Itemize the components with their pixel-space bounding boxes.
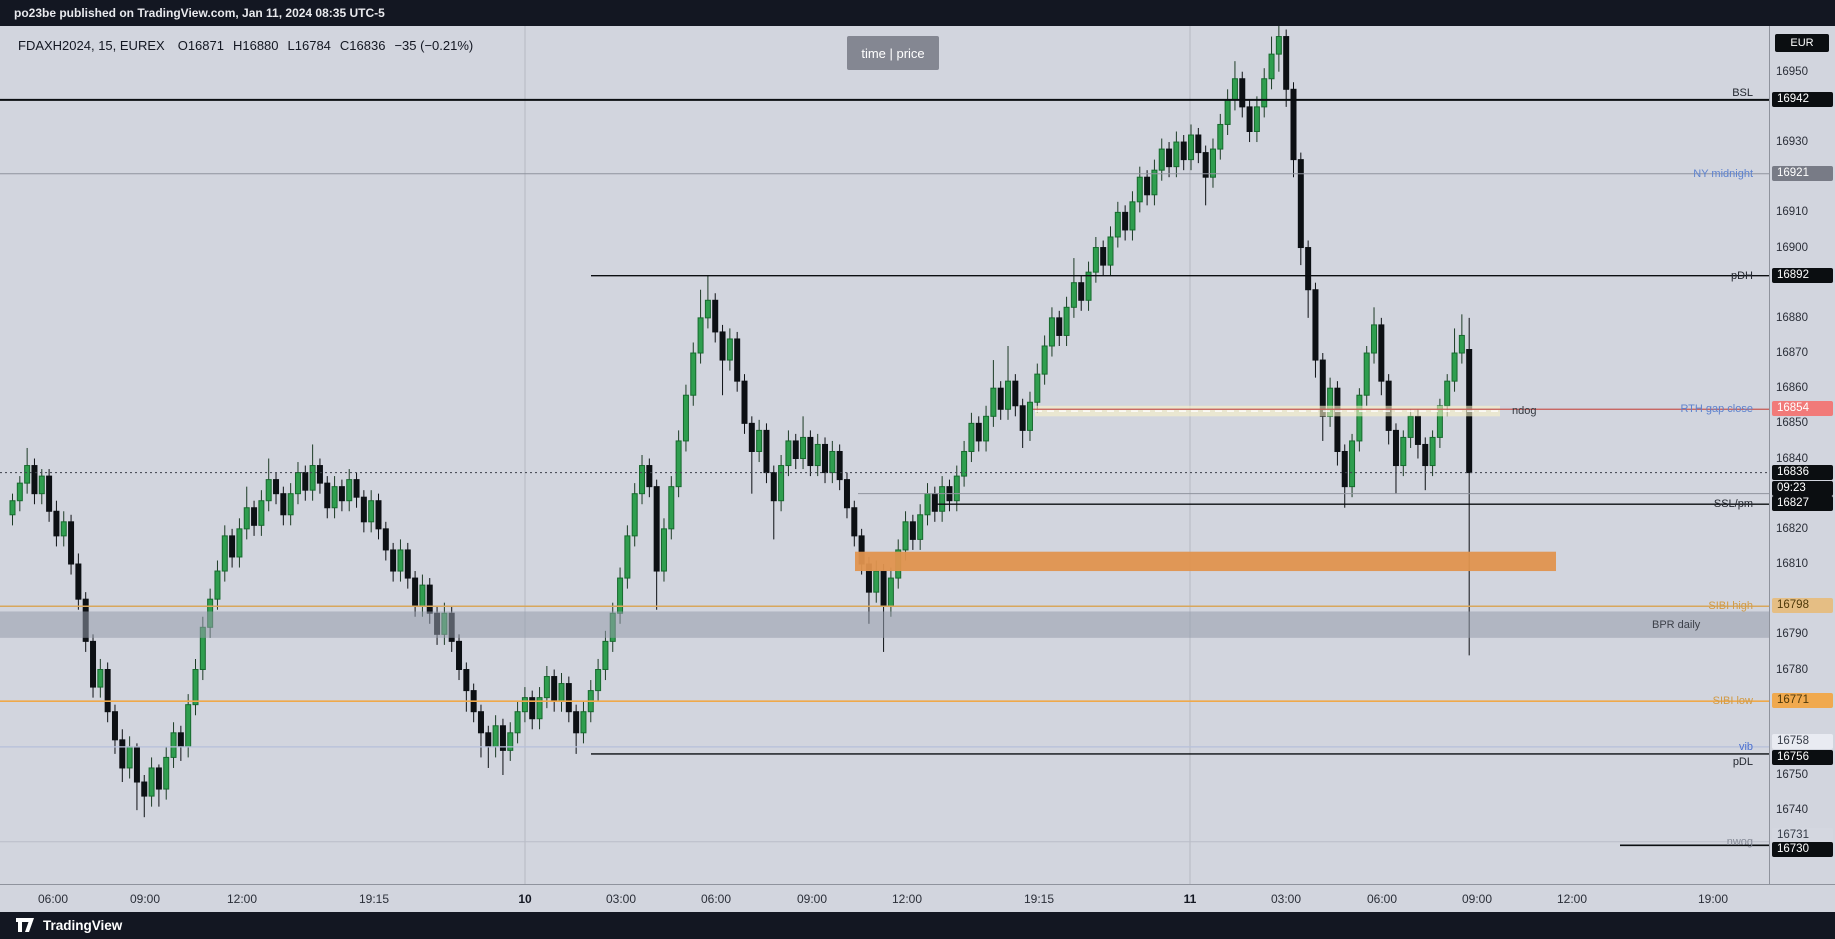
symbol-legend: FDAXH2024, 15, EUREX O16871 H16880 L1678… <box>18 38 473 53</box>
time-label-0600: 06:00 <box>1366 892 1398 906</box>
level-label-ny-midnight: NY midnight <box>1693 167 1753 180</box>
time-label-1915: 19:15 <box>358 892 390 906</box>
price-badge-16730: 16730 <box>1772 842 1833 858</box>
zone-ndog <box>1035 405 1500 417</box>
time-label-11: 11 <box>1183 892 1197 906</box>
price-badge-16921: 16921 <box>1772 165 1833 181</box>
price-tick: 16930 <box>1776 136 1808 149</box>
price-badge-16798: 16798 <box>1772 598 1833 614</box>
level-label-rth-gap-close: RTH gap close <box>1680 403 1753 416</box>
price-badge-09-23: 09:23 <box>1772 480 1833 496</box>
time-label-0900: 09:00 <box>129 892 161 906</box>
candlestick-chart[interactable] <box>0 26 1769 884</box>
level-label-bsl: BSL <box>1732 86 1753 99</box>
price-tick: 16850 <box>1776 417 1808 430</box>
price-tick: 16790 <box>1776 628 1808 641</box>
tradingview-logo-icon[interactable] <box>16 918 35 933</box>
zone-ob <box>855 551 1556 572</box>
ohlc-high: H16880 <box>232 38 279 53</box>
zone-bpr-daily <box>0 611 1769 638</box>
price-tick: 16860 <box>1776 382 1808 395</box>
zone-label-ndog: ndog <box>1512 405 1537 418</box>
time-label-0300: 03:00 <box>605 892 637 906</box>
time-label-0600: 06:00 <box>37 892 69 906</box>
publish-banner: po23be published on TradingView.com, Jan… <box>0 0 1835 26</box>
footer-bar: TradingView <box>0 912 1835 939</box>
price-tick: 16950 <box>1776 65 1808 78</box>
price-tick: 16870 <box>1776 347 1808 360</box>
time-label-10: 10 <box>518 892 532 906</box>
price-badge-16758: 16758 <box>1772 733 1833 749</box>
price-tick: 16910 <box>1776 206 1808 219</box>
time-label-0900: 09:00 <box>796 892 828 906</box>
time-axis[interactable]: 06:00 09:00 12:00 19:15 10 03:00 06:00 09:00 12:… <box>0 884 1835 912</box>
level-label-pdh: pDH <box>1730 269 1753 282</box>
time-label-1200: 12:00 <box>891 892 923 906</box>
change-value: −35 (−0.21%) <box>394 38 474 53</box>
price-badge-16836: 16836 <box>1772 464 1833 480</box>
price-badge-16756: 16756 <box>1772 749 1833 765</box>
level-label-sibi-low: SIBI low <box>1712 695 1753 708</box>
level-label-pdl: pDL <box>1732 755 1753 768</box>
time-label-1200: 12:00 <box>226 892 258 906</box>
price-tick: 16750 <box>1776 768 1808 781</box>
symbol-title: FDAXH2024, 15, EUREX <box>18 38 165 53</box>
price-tick: 16820 <box>1776 522 1808 535</box>
price-tick: 16900 <box>1776 241 1808 254</box>
currency-badge: EUR <box>1775 34 1829 52</box>
price-tick: 16780 <box>1776 663 1808 676</box>
time-label-1900: 19:00 <box>1697 892 1729 906</box>
time-price-button[interactable]: time | price <box>847 36 939 70</box>
level-label-ssl-pm: SSL/pm <box>1713 498 1753 511</box>
time-label-1915: 19:15 <box>1023 892 1055 906</box>
price-badge-16942: 16942 <box>1772 91 1833 107</box>
chart-area[interactable]: FDAXH2024, 15, EUREX O16871 H16880 L1678… <box>0 26 1769 884</box>
price-badge-16827: 16827 <box>1772 496 1833 512</box>
publish-banner-text: po23be published on TradingView.com, Jan… <box>14 6 385 20</box>
level-label-vib: vib <box>1738 740 1753 753</box>
time-label-0600: 06:00 <box>700 892 732 906</box>
level-label-nwog: nwog <box>1726 835 1753 848</box>
price-tick: 16810 <box>1776 558 1808 570</box>
price-tick: 16740 <box>1776 804 1808 817</box>
price-badge-16854: 16854 <box>1772 401 1833 417</box>
time-label-0900: 09:00 <box>1461 892 1493 906</box>
tradingview-brand[interactable]: TradingView <box>43 918 123 933</box>
time-label-0300: 03:00 <box>1270 892 1302 906</box>
candlestick-series <box>9 26 1473 818</box>
ohlc-low: L16784 <box>287 38 331 53</box>
price-scale[interactable]: EUR 16950 16930 16910 16900 16880 16870 16860 1… <box>1769 26 1835 884</box>
ohlc-open: O16871 <box>177 38 224 53</box>
price-badge-16771: 16771 <box>1772 693 1833 709</box>
ohlc-close: C16836 <box>339 38 386 53</box>
price-tick: 16840 <box>1776 452 1808 465</box>
price-tick: 16880 <box>1776 311 1808 324</box>
zone-label-bpr-daily: BPR daily <box>1652 618 1701 631</box>
price-badge-16731: 16731 <box>1772 827 1833 843</box>
price-badge-16892: 16892 <box>1772 267 1833 283</box>
time-label-1200: 12:00 <box>1556 892 1588 906</box>
level-label-sibi-high: SIBI high <box>1708 600 1753 613</box>
